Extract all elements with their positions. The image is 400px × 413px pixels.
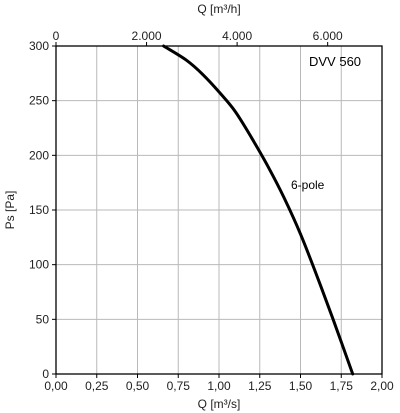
grid bbox=[56, 46, 382, 374]
bottom-axis-label: Q [m³/s] bbox=[198, 397, 241, 411]
y-tick-label: 300 bbox=[29, 39, 49, 53]
y-tick-label: 0 bbox=[42, 367, 49, 381]
x-bottom-tick-label: 1,00 bbox=[207, 379, 231, 393]
model-label: DVV 560 bbox=[309, 54, 361, 69]
x-top-tick-label: 0 bbox=[53, 29, 60, 43]
tick-labels: 0,00 0,25 0,50 0,75 1,00 1,25 1,50 1,75 2,00 0 50 1… bbox=[29, 29, 394, 393]
x-bottom-tick-label: 1,75 bbox=[330, 379, 354, 393]
x-top-tick-label: 6.000 bbox=[313, 29, 343, 43]
x-bottom-tick-label: 2,00 bbox=[370, 379, 394, 393]
x-top-tick-label: 2.000 bbox=[132, 29, 162, 43]
x-bottom-tick-label: 0,50 bbox=[126, 379, 150, 393]
top-axis-label: Q [m³/h] bbox=[197, 2, 240, 16]
y-tick-label: 50 bbox=[36, 312, 50, 326]
y-tick-label: 150 bbox=[29, 203, 49, 217]
x-top-tick-label: 4.000 bbox=[222, 29, 252, 43]
series-line-6-pole bbox=[162, 44, 355, 376]
x-bottom-tick-label: 1,25 bbox=[248, 379, 272, 393]
y-tick-label: 100 bbox=[29, 258, 49, 272]
ticks bbox=[52, 42, 383, 378]
y-tick-label: 250 bbox=[29, 94, 49, 108]
series-label-6-pole: 6-pole bbox=[291, 178, 325, 192]
x-bottom-tick-label: 0,00 bbox=[44, 379, 68, 393]
x-bottom-tick-label: 0,75 bbox=[167, 379, 191, 393]
y-axis-label: Ps [Pa] bbox=[3, 191, 17, 230]
y-tick-label: 200 bbox=[29, 148, 49, 162]
series-layer bbox=[162, 44, 355, 376]
x-bottom-tick-label: 0,25 bbox=[85, 379, 109, 393]
x-bottom-tick-label: 1,50 bbox=[289, 379, 313, 393]
